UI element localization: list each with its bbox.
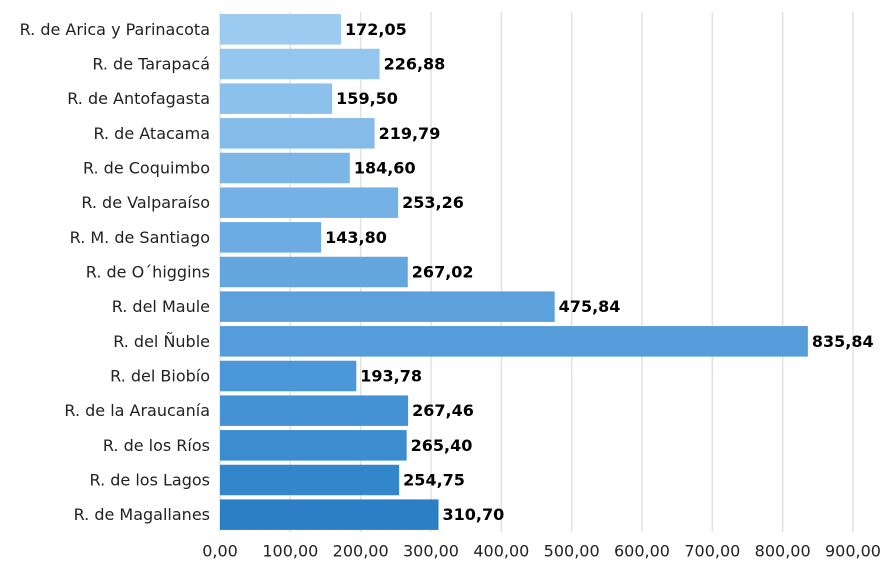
value-label: 267,46 [412, 401, 474, 420]
x-tick-label: 200,00 [333, 542, 389, 561]
value-label: 265,40 [411, 436, 473, 455]
y-tick-label: R. de Antofagasta [67, 89, 210, 108]
value-label: 172,05 [345, 20, 407, 39]
x-tick-label: 900,00 [825, 542, 881, 561]
y-tick-label: R. de Arica y Parinacota [20, 20, 210, 39]
y-tick-label: R. de Tarapacá [92, 55, 210, 74]
y-tick-label: R. de Coquimbo [83, 159, 210, 178]
bar [220, 118, 375, 149]
y-tick-label: R. de la Araucanía [64, 401, 210, 420]
bar [220, 291, 555, 322]
x-tick-label: 500,00 [544, 542, 600, 561]
x-tick-label: 800,00 [755, 542, 811, 561]
bar [220, 395, 409, 426]
value-label: 184,60 [354, 159, 416, 178]
y-tick-label: R. de los Ríos [103, 436, 210, 455]
y-tick-label: R. del Biobío [110, 367, 210, 386]
bar [220, 360, 357, 392]
bar [220, 187, 399, 218]
bar [220, 326, 808, 357]
bar [220, 430, 407, 461]
bar [220, 222, 322, 253]
y-tick-label: R. del Maule [112, 297, 210, 316]
y-tick-label: R. M. de Santiago [70, 228, 210, 247]
value-label: 835,84 [812, 332, 874, 351]
x-tick-label: 300,00 [403, 542, 459, 561]
y-tick-label: R. de O´higgins [86, 263, 210, 282]
y-tick-label: R. de Magallanes [74, 505, 210, 524]
y-tick-label: R. del Ñuble [113, 332, 210, 351]
value-label: 226,88 [384, 55, 446, 74]
value-label: 143,80 [325, 228, 387, 247]
y-tick-label: R. de Atacama [93, 124, 210, 143]
y-tick-label: R. de Valparaíso [81, 193, 210, 212]
x-tick-label: 700,00 [684, 542, 740, 561]
bar [220, 499, 439, 530]
value-label: 219,79 [379, 124, 441, 143]
bar [220, 83, 333, 114]
x-tick-label: 100,00 [262, 542, 318, 561]
value-label: 193,78 [360, 367, 422, 386]
x-tick-label: 600,00 [614, 542, 670, 561]
bar [220, 14, 342, 45]
bar [220, 48, 380, 80]
bar [220, 464, 400, 496]
value-label: 159,50 [336, 89, 398, 108]
y-tick-label: R. de los Lagos [90, 471, 210, 490]
x-tick-label: 400,00 [473, 542, 529, 561]
value-label: 254,75 [403, 471, 465, 490]
value-label: 253,26 [402, 193, 464, 212]
value-label: 310,70 [443, 505, 505, 524]
value-label: 475,84 [559, 297, 621, 316]
x-tick-label: 0,00 [202, 542, 238, 561]
value-label: 267,02 [412, 263, 474, 282]
bar [220, 152, 350, 184]
bar [220, 256, 408, 288]
